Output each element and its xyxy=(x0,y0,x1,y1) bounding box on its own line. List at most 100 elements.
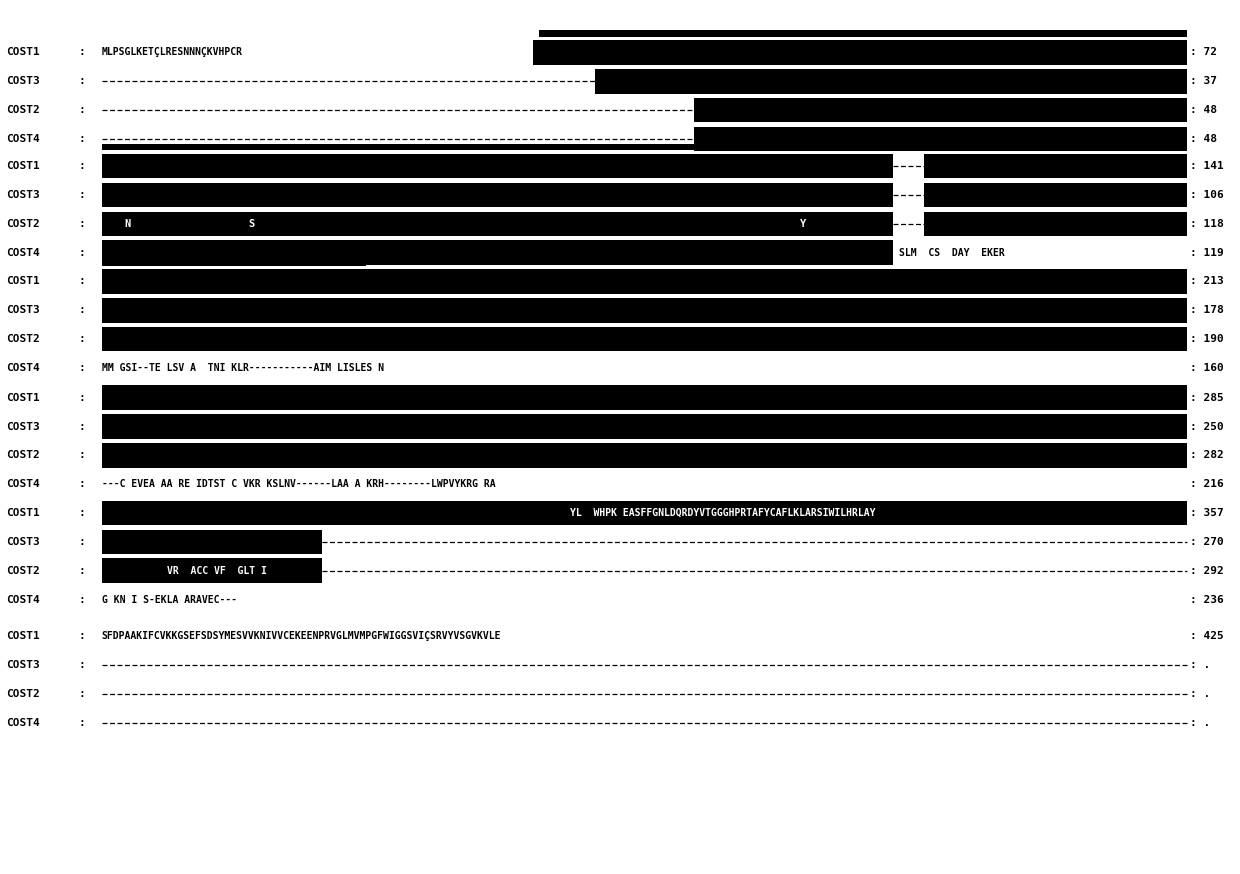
Text: COST2: COST2 xyxy=(6,565,40,576)
Text: : 213: : 213 xyxy=(1190,276,1224,287)
Text: COST2: COST2 xyxy=(6,105,40,115)
Text: COST3: COST3 xyxy=(6,76,40,87)
Text: COST3: COST3 xyxy=(6,537,40,547)
Bar xyxy=(102,327,1187,351)
Bar xyxy=(102,558,322,583)
Text: SLM  CS  DAY  EKER: SLM CS DAY EKER xyxy=(899,247,1004,258)
Text: COST4: COST4 xyxy=(6,134,40,144)
Text: COST1: COST1 xyxy=(6,161,40,171)
Bar xyxy=(102,414,1187,439)
Bar xyxy=(595,69,1187,94)
Text: : 106: : 106 xyxy=(1190,190,1224,200)
Text: :: : xyxy=(78,689,84,699)
Text: COST1: COST1 xyxy=(6,392,40,403)
Text: :: : xyxy=(78,276,84,287)
Bar xyxy=(533,40,1187,65)
Text: : 141: : 141 xyxy=(1190,161,1224,171)
Text: :: : xyxy=(78,565,84,576)
Text: SFDPAAKIFCVKKGSEFSDSYMESVVKNIVVCEKEENPRVGLMVMPGFWIGGSVIÇSRVYVSGVKVLE: SFDPAAKIFCVKKGSEFSDSYMESVVKNIVVCEKEENPRV… xyxy=(102,631,501,642)
Text: COST1: COST1 xyxy=(6,508,40,518)
Text: COST1: COST1 xyxy=(6,631,40,642)
Text: : 216: : 216 xyxy=(1190,479,1224,489)
Text: COST4: COST4 xyxy=(6,594,40,605)
Text: COST2: COST2 xyxy=(6,689,40,699)
Text: COST4: COST4 xyxy=(6,247,40,258)
Bar xyxy=(102,183,893,207)
Text: G KN I S-EKLA ARAVEC---: G KN I S-EKLA ARAVEC--- xyxy=(102,594,237,605)
Text: : .: : . xyxy=(1190,718,1210,728)
Text: : 48: : 48 xyxy=(1190,134,1218,144)
Text: COST4: COST4 xyxy=(6,363,40,373)
Text: :: : xyxy=(78,190,84,200)
Text: COST2: COST2 xyxy=(6,450,40,461)
Text: : 292: : 292 xyxy=(1190,565,1224,576)
Text: : 190: : 190 xyxy=(1190,334,1224,344)
Text: : 425: : 425 xyxy=(1190,631,1224,642)
Text: MM GSI--TE LSV A  TNI KLR-----------AIM LISLES N: MM GSI--TE LSV A TNI KLR-----------AIM L… xyxy=(102,363,383,373)
Bar xyxy=(102,501,1187,525)
Text: COST3: COST3 xyxy=(6,305,40,316)
Text: :: : xyxy=(78,134,84,144)
Bar xyxy=(539,31,1187,37)
Bar xyxy=(102,443,1187,468)
Text: :: : xyxy=(78,594,84,605)
Text: :: : xyxy=(78,508,84,518)
Text: : 72: : 72 xyxy=(1190,47,1218,58)
Text: ---C EVEA AA RE IDTST C VKR KSLNV------LAA A KRH--------LWPVYKRG RA: ---C EVEA AA RE IDTST C VKR KSLNV------L… xyxy=(102,479,495,489)
Bar xyxy=(102,260,366,266)
Text: COST2: COST2 xyxy=(6,218,40,229)
Text: YL  WHPK EASFFGNLDQRDYVTGGGHPRTAFYCAFLKLARSIWILHRLAY: YL WHPK EASFFGNLDQRDYVTGGGHPRTAFYCAFLKLA… xyxy=(570,508,875,518)
Bar xyxy=(924,154,1187,178)
Text: :: : xyxy=(78,718,84,728)
Text: : 282: : 282 xyxy=(1190,450,1224,461)
Text: :: : xyxy=(78,47,84,58)
Text: : 357: : 357 xyxy=(1190,508,1224,518)
Text: COST3: COST3 xyxy=(6,190,40,200)
Text: COST3: COST3 xyxy=(6,421,40,432)
Text: : 119: : 119 xyxy=(1190,247,1224,258)
Text: : 236: : 236 xyxy=(1190,594,1224,605)
Bar xyxy=(102,385,1187,410)
Text: S: S xyxy=(248,218,254,229)
Text: :: : xyxy=(78,218,84,229)
Text: COST1: COST1 xyxy=(6,47,40,58)
Text: :: : xyxy=(78,631,84,642)
Text: MLPSGLKETÇLRESNNNÇKVHPCR: MLPSGLKETÇLRESNNNÇKVHPCR xyxy=(102,47,243,58)
Bar xyxy=(694,127,1187,151)
Bar xyxy=(102,298,1187,323)
Text: COST3: COST3 xyxy=(6,660,40,670)
Text: Y: Y xyxy=(800,218,806,229)
Bar xyxy=(102,212,893,236)
Bar xyxy=(694,98,1187,122)
Bar xyxy=(102,144,1187,150)
Text: :: : xyxy=(78,247,84,258)
Text: : 285: : 285 xyxy=(1190,392,1224,403)
Text: N: N xyxy=(124,218,130,229)
Text: : .: : . xyxy=(1190,660,1210,670)
Text: COST2: COST2 xyxy=(6,334,40,344)
Text: : 178: : 178 xyxy=(1190,305,1224,316)
Text: : 118: : 118 xyxy=(1190,218,1224,229)
Text: : 37: : 37 xyxy=(1190,76,1218,87)
Text: :: : xyxy=(78,363,84,373)
Text: : 270: : 270 xyxy=(1190,537,1224,547)
Text: COST4: COST4 xyxy=(6,718,40,728)
Bar xyxy=(924,212,1187,236)
Text: : 250: : 250 xyxy=(1190,421,1224,432)
Text: :: : xyxy=(78,392,84,403)
Bar xyxy=(102,154,893,178)
Text: :: : xyxy=(78,161,84,171)
Bar xyxy=(102,240,893,265)
Bar xyxy=(924,183,1187,207)
Text: : .: : . xyxy=(1190,689,1210,699)
Text: :: : xyxy=(78,305,84,316)
Text: :: : xyxy=(78,105,84,115)
Text: : 48: : 48 xyxy=(1190,105,1218,115)
Text: :: : xyxy=(78,450,84,461)
Text: VR  ACC VF  GLT I: VR ACC VF GLT I xyxy=(167,565,268,576)
Text: : 160: : 160 xyxy=(1190,363,1224,373)
Bar xyxy=(102,269,1187,294)
Text: COST1: COST1 xyxy=(6,276,40,287)
Text: :: : xyxy=(78,537,84,547)
Bar xyxy=(102,530,322,554)
